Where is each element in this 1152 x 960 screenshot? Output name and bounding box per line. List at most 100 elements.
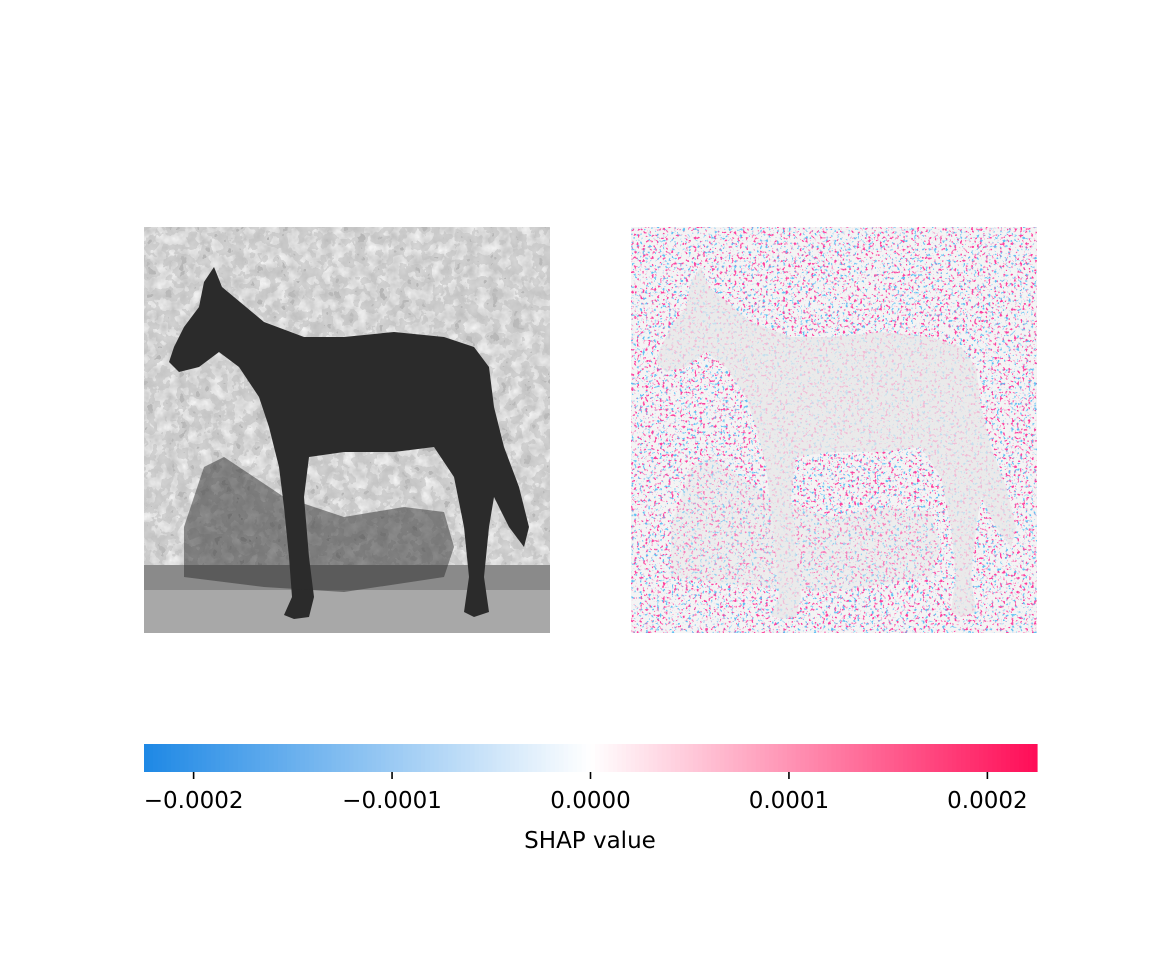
colorbar-segment bbox=[862, 744, 868, 772]
colorbar-segment bbox=[996, 744, 1002, 772]
colorbar-segment bbox=[554, 744, 560, 772]
colorbar-segment bbox=[760, 744, 766, 772]
colorbar-segment bbox=[510, 744, 516, 772]
colorbar-segment bbox=[318, 744, 324, 772]
colorbar-segment bbox=[398, 744, 404, 772]
colorbar-segment bbox=[751, 744, 757, 772]
colorbar-segment bbox=[286, 744, 292, 772]
colorbar-segment bbox=[965, 744, 971, 772]
colorbar-segment bbox=[679, 744, 685, 772]
colorbar-segment bbox=[514, 744, 520, 772]
colorbar-segment bbox=[349, 744, 355, 772]
colorbar-segment bbox=[170, 744, 176, 772]
colorbar-segment bbox=[505, 744, 511, 772]
colorbar-segment bbox=[304, 744, 310, 772]
colorbar-segment bbox=[804, 744, 810, 772]
colorbar-segment bbox=[438, 744, 444, 772]
colorbar-segment bbox=[443, 744, 449, 772]
colorbar-segment bbox=[188, 744, 194, 772]
colorbar-segment bbox=[273, 744, 279, 772]
colorbar-segment bbox=[978, 744, 985, 772]
colorbar-segment bbox=[1028, 744, 1034, 772]
colorbar-segment bbox=[532, 744, 538, 772]
colorbar-segment bbox=[545, 744, 551, 772]
colorbar-segment bbox=[737, 744, 743, 772]
colorbar-segment bbox=[407, 744, 413, 772]
colorbar-segment bbox=[210, 744, 217, 772]
colorbar-segment bbox=[166, 744, 172, 772]
colorbar-segment bbox=[233, 744, 239, 772]
colorbar-segment bbox=[871, 744, 877, 772]
colorbar-segment bbox=[952, 744, 958, 772]
colorbar-segment bbox=[429, 744, 435, 772]
colorbar-segment bbox=[925, 744, 931, 772]
colorbar-segment bbox=[809, 744, 815, 772]
colorbar-segment bbox=[416, 744, 422, 772]
colorbar-segment bbox=[568, 744, 574, 772]
colorbar-segment bbox=[853, 744, 859, 772]
colorbar-segment bbox=[1023, 744, 1029, 772]
colorbar-segment bbox=[702, 744, 708, 772]
colorbar-segment bbox=[849, 744, 855, 772]
colorbar-segment bbox=[487, 744, 493, 772]
colorbar-segment bbox=[791, 744, 797, 772]
colorbar-segment bbox=[903, 744, 909, 772]
colorbar-segment bbox=[675, 744, 681, 772]
colorbar-segment bbox=[179, 744, 185, 772]
colorbar-segment bbox=[911, 744, 918, 772]
colorbar-segment bbox=[184, 744, 190, 772]
colorbar-segment bbox=[970, 744, 976, 772]
colorbar-segment bbox=[929, 744, 935, 772]
colorbar-segment bbox=[1010, 744, 1016, 772]
colorbar: −0.0002 −0.0001 0.0000 0.0001 0.0002 SHAP va… bbox=[144, 744, 1038, 854]
colorbar-segment bbox=[987, 744, 993, 772]
colorbar-segment bbox=[144, 744, 150, 772]
colorbar-segment bbox=[943, 744, 949, 772]
colorbar-segment bbox=[380, 744, 386, 772]
colorbar-segment bbox=[831, 744, 837, 772]
colorbar-segment bbox=[1019, 744, 1025, 772]
colorbar-ticks: −0.0002 −0.0001 0.0000 0.0001 0.0002 bbox=[144, 772, 1028, 814]
colorbar-segment bbox=[666, 744, 672, 772]
colorbar-segment bbox=[813, 744, 819, 772]
colorbar-segment bbox=[255, 744, 261, 772]
colorbar-segment bbox=[402, 744, 409, 772]
colorbar-segment bbox=[344, 744, 350, 772]
colorbar-segment bbox=[920, 744, 926, 772]
colorbar-segment bbox=[550, 744, 556, 772]
colorbar-segment bbox=[389, 744, 395, 772]
colorbar-segment bbox=[152, 744, 158, 772]
colorbar-segment bbox=[376, 744, 382, 772]
colorbar-segment bbox=[322, 744, 328, 772]
colorbar-segment bbox=[661, 744, 667, 772]
colorbar-segment bbox=[822, 744, 828, 772]
colorbar-segment bbox=[1014, 744, 1020, 772]
colorbar-segment bbox=[778, 744, 784, 772]
colorbar-segment bbox=[309, 744, 315, 772]
colorbar-segment bbox=[795, 744, 801, 772]
colorbar-segment bbox=[648, 744, 654, 772]
colorbar-segment bbox=[362, 744, 368, 772]
colorbar-segment bbox=[603, 744, 609, 772]
colorbar-segment bbox=[572, 744, 578, 772]
colorbar-segment bbox=[858, 744, 864, 772]
colorbar-segment bbox=[786, 744, 793, 772]
colorbar-segment bbox=[782, 744, 788, 772]
colorbar-segment bbox=[907, 744, 913, 772]
colorbar-segment bbox=[478, 744, 484, 772]
colorbar-segment bbox=[898, 744, 904, 772]
colorbar-segment bbox=[657, 744, 663, 772]
colorbar-segment bbox=[1001, 744, 1007, 772]
colorbar-segment bbox=[461, 744, 467, 772]
colorbar-segment bbox=[693, 744, 699, 772]
colorbar-segment bbox=[956, 744, 962, 772]
colorbar-segment bbox=[228, 744, 234, 772]
colorbar-segment bbox=[474, 744, 480, 772]
colorbar-segment bbox=[688, 744, 694, 772]
colorbar-segment bbox=[264, 744, 270, 772]
colorbar-tick-label: −0.0001 bbox=[342, 788, 442, 814]
colorbar-segment bbox=[697, 744, 703, 772]
colorbar-segment bbox=[202, 744, 208, 772]
original-image bbox=[144, 227, 550, 633]
